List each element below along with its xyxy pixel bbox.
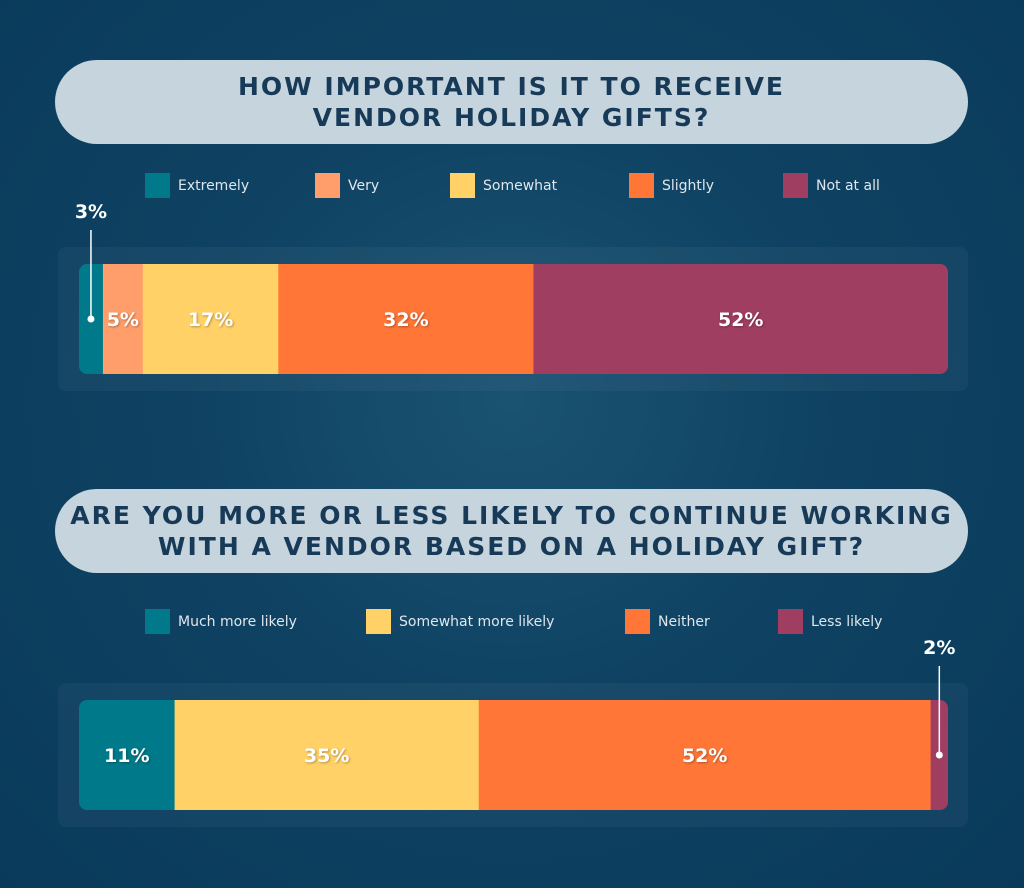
legend-swatch [145, 173, 170, 198]
callout-dot [935, 751, 943, 759]
bar-segment [533, 264, 948, 374]
legend-label: Slightly [662, 178, 714, 194]
bar-segment [478, 700, 932, 810]
legend-item: Much more likely [145, 609, 297, 634]
bar-segment [142, 264, 279, 374]
bar-segment [174, 700, 480, 810]
legend-label: Less likely [811, 614, 882, 630]
data-label: 52% [718, 309, 763, 331]
data-label: 3% [75, 201, 107, 223]
legend-swatch [778, 609, 803, 634]
bar-segment [102, 264, 144, 374]
bar-segment [278, 264, 534, 374]
legend-label: Extremely [178, 178, 249, 194]
data-label: 17% [188, 309, 233, 331]
legend-item: Somewhat [450, 173, 558, 198]
data-label: 5% [107, 309, 139, 331]
chart1: Extremely Very Somewhat Slightly Not at all 3… [58, 173, 968, 391]
legend-item: Neither [625, 609, 710, 634]
legend-swatch [783, 173, 808, 198]
data-label: 32% [383, 309, 428, 331]
legend-swatch [145, 609, 170, 634]
callout-dot [87, 315, 95, 323]
legend-item: Slightly [629, 173, 714, 198]
chart1-title-pill: HOW IMPORTANT IS IT TO RECEIVE VENDOR HO… [55, 60, 968, 144]
legend-label: Much more likely [178, 614, 297, 630]
data-label: 11% [104, 745, 149, 767]
legend-item: Somewhat more likely [366, 609, 554, 634]
legend-swatch [315, 173, 340, 198]
chart1-title: HOW IMPORTANT IS IT TO RECEIVE VENDOR HO… [237, 72, 786, 132]
chart2-title: ARE YOU MORE OR LESS LIKELY TO CONTINUE … [70, 501, 953, 561]
legend-label: Very [348, 178, 379, 194]
legend-label: Neither [658, 614, 710, 630]
legend-swatch [625, 609, 650, 634]
bar-segment [79, 700, 176, 810]
legend-item: Extremely [145, 173, 249, 198]
chart2-title-pill: ARE YOU MORE OR LESS LIKELY TO CONTINUE … [55, 489, 968, 573]
legend-swatch [366, 609, 391, 634]
chart2: Much more likely Somewhat more likely Neit… [58, 609, 968, 827]
legend-swatch [629, 173, 654, 198]
data-label: 52% [682, 745, 727, 767]
data-label: 2% [923, 637, 955, 659]
legend-label: Not at all [816, 178, 880, 194]
legend-swatch [450, 173, 475, 198]
data-label: 35% [304, 745, 349, 767]
legend-item: Very [315, 173, 379, 198]
legend-label: Somewhat more likely [399, 614, 554, 630]
legend-item: Not at all [783, 173, 880, 198]
legend-label: Somewhat [483, 178, 558, 194]
legend-item: Less likely [778, 609, 882, 634]
